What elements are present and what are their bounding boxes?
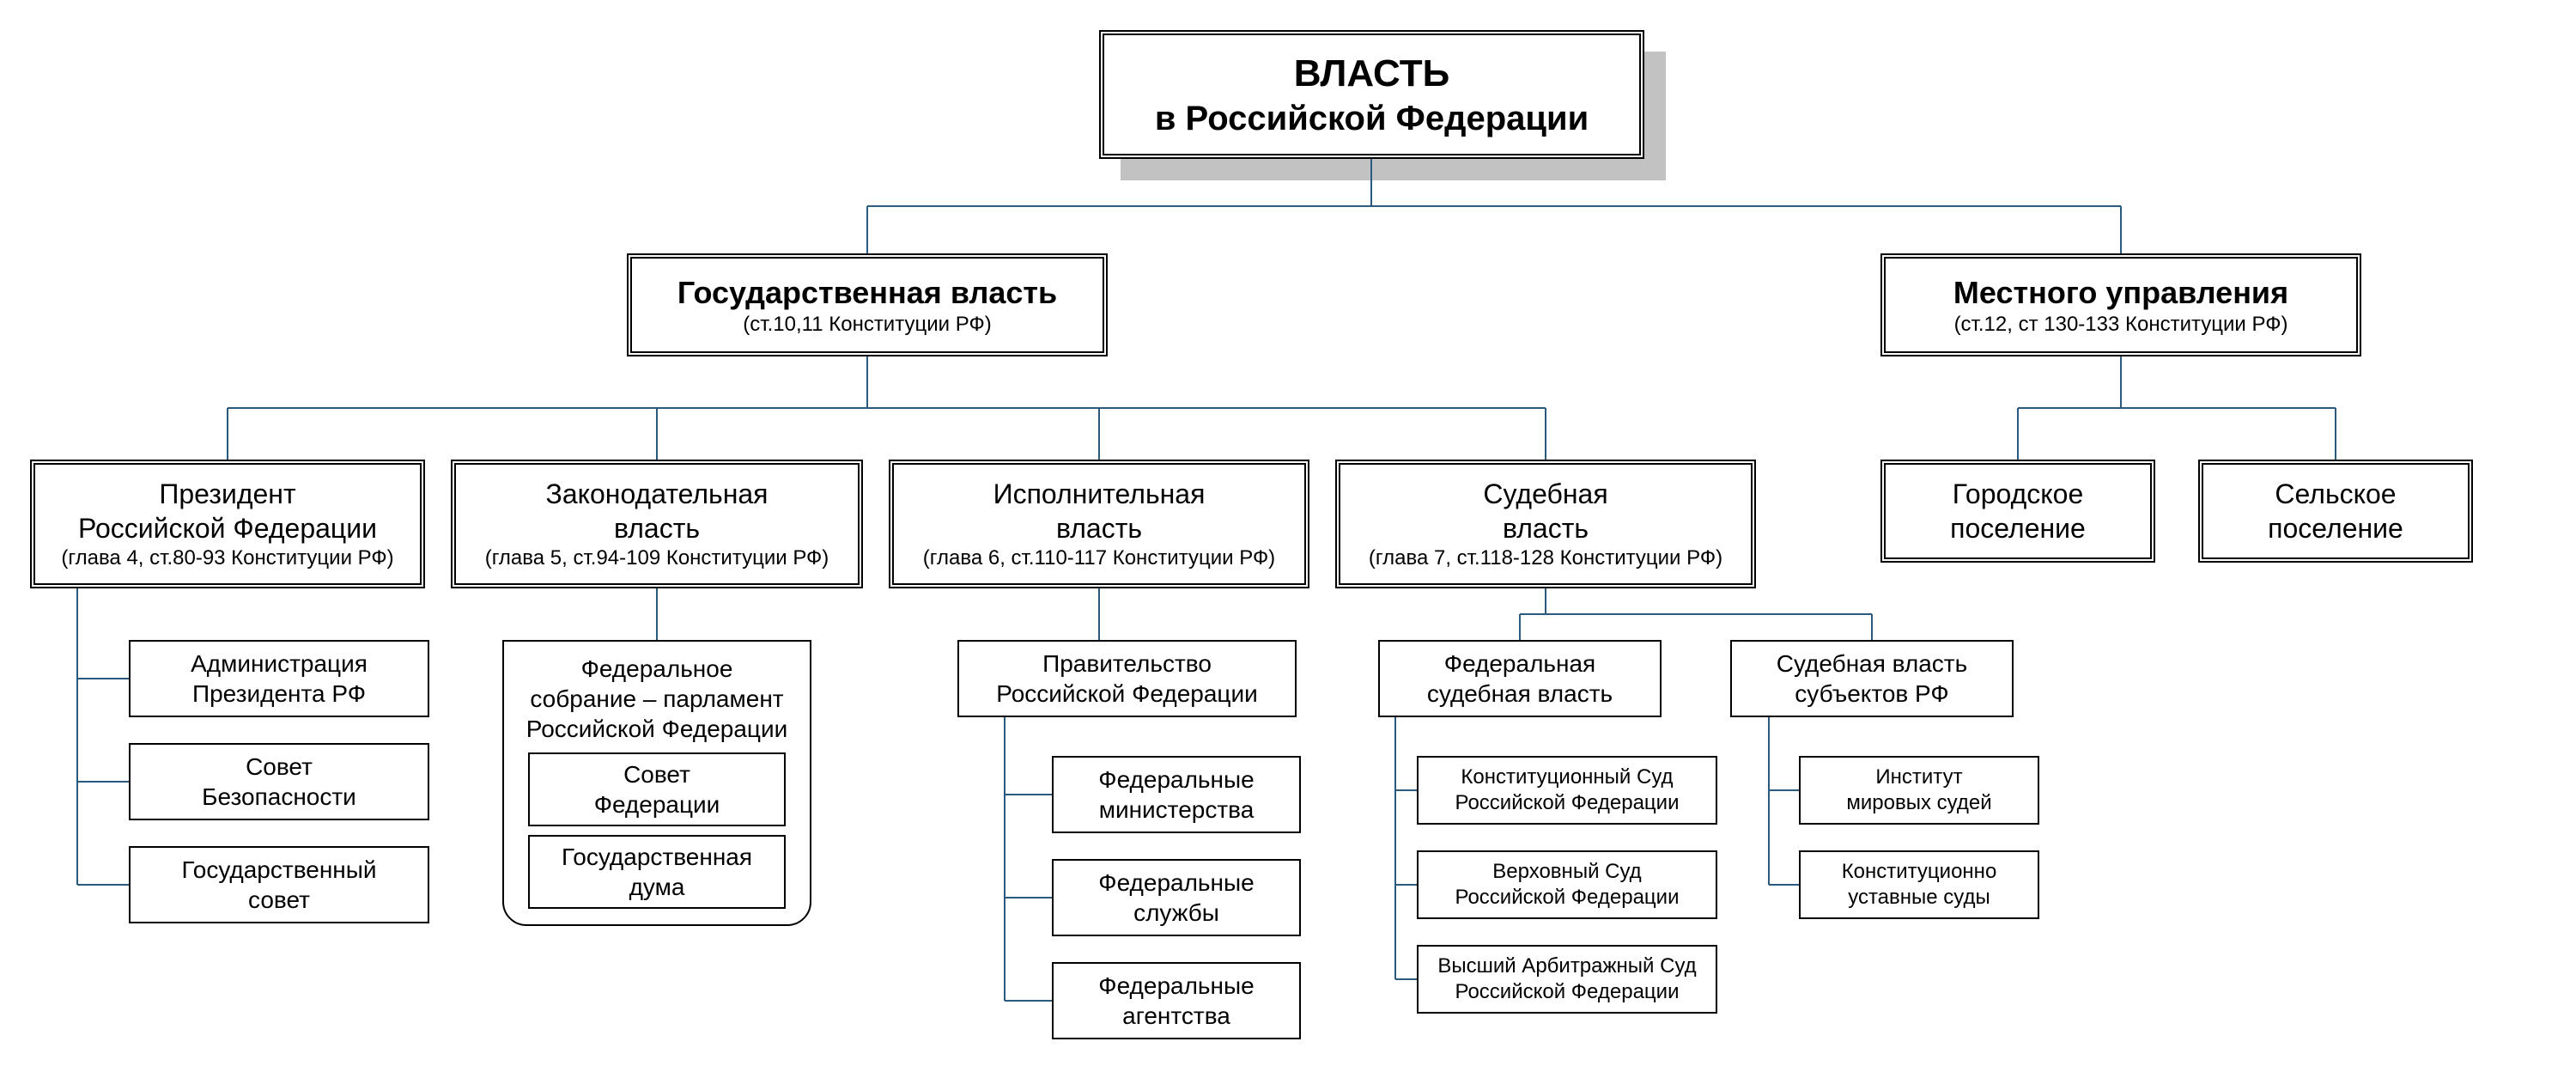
executive-l2: власть [1056, 511, 1142, 545]
parliament-node: Федеральное собрание – парламент Российс… [502, 640, 811, 926]
parliament-title: Федеральное собрание – парламент Российс… [526, 654, 787, 744]
judicial-l1: Судебная [1483, 477, 1607, 511]
fed-court-0: Конституционный Суд Российской Федерации [1417, 756, 1717, 825]
president-child-0-txt: Администрация Президента РФ [191, 649, 368, 709]
fed-court-1-txt: Верховный Суд Российской Федерации [1455, 859, 1680, 911]
judicial-sub: (глава 7, ст.118-128 Конституции РФ) [1369, 545, 1722, 571]
government-txt: Правительство Российской Федерации [996, 649, 1257, 709]
president-child-2: Государственный совет [129, 846, 429, 923]
fed-court-2-txt: Высший Арбитражный Суд Российской Федера… [1437, 953, 1696, 1005]
state-power-node: Государственная власть (ст.10,11 Констит… [627, 253, 1108, 356]
parliament-chamber-1: Государственная дума [528, 835, 786, 909]
legislative-node: Законодательная власть (глава 5, ст.94-1… [451, 460, 863, 588]
root-line2: в Российской Федерации [1155, 97, 1589, 140]
state-power-sub: (ст.10,11 Конституции РФ) [743, 312, 991, 338]
president-child-0: Администрация Президента РФ [129, 640, 429, 717]
exec-child-0: Федеральные министерства [1052, 756, 1301, 833]
reg-court-0: Институт мировых судей [1799, 756, 2039, 825]
judicial-l2: власть [1503, 511, 1589, 545]
local-gov-sub: (ст.12, ст 130-133 Конституции РФ) [1954, 312, 2288, 338]
exec-child-2: Федеральные агентства [1052, 962, 1301, 1039]
local-gov-title: Местного управления [1953, 273, 2288, 312]
president-l2: Российской Федерации [78, 511, 377, 545]
root-node: ВЛАСТЬ в Российской Федерации [1099, 30, 1644, 159]
judicial-federal-node: Федеральная судебная власть [1378, 640, 1662, 717]
reg-court-0-txt: Институт мировых судей [1846, 764, 1991, 816]
government-node: Правительство Российской Федерации [957, 640, 1297, 717]
president-child-1: Совет Безопасности [129, 743, 429, 820]
reg-court-1-txt: Конституционно уставные суды [1842, 859, 1997, 911]
exec-child-1: Федеральные службы [1052, 859, 1301, 936]
exec-child-2-txt: Федеральные агентства [1098, 971, 1254, 1031]
president-child-1-txt: Совет Безопасности [202, 752, 356, 812]
legislative-l1: Законодательная [546, 477, 769, 511]
president-child-2-txt: Государственный совет [181, 855, 376, 915]
president-node: Президент Российской Федерации (глава 4,… [30, 460, 425, 588]
executive-sub: (глава 6, ст.110-117 Конституции РФ) [923, 545, 1275, 571]
rural-node: Сельское поселение [2198, 460, 2473, 563]
legislative-l2: власть [614, 511, 700, 545]
local-gov-node: Местного управления (ст.12, ст 130-133 К… [1880, 253, 2361, 356]
executive-node: Исполнительная власть (глава 6, ст.110-1… [889, 460, 1309, 588]
fed-court-2: Высший Арбитражный Суд Российской Федера… [1417, 945, 1717, 1014]
judicial-regional-node: Судебная власть субъектов РФ [1730, 640, 2014, 717]
urban-node: Городское поселение [1880, 460, 2155, 563]
reg-court-1: Конституционно уставные суды [1799, 850, 2039, 919]
judicial-regional-txt: Судебная власть субъектов РФ [1777, 649, 1967, 709]
judicial-node: Судебная власть (глава 7, ст.118-128 Кон… [1335, 460, 1756, 588]
exec-child-1-txt: Федеральные службы [1098, 868, 1254, 928]
exec-child-0-txt: Федеральные министерства [1098, 764, 1254, 825]
president-l1: Президент [159, 477, 295, 511]
urban-label: Городское поселение [1950, 477, 2086, 545]
president-sub: (глава 4, ст.80-93 Конституции РФ) [61, 545, 393, 571]
parliament-chamber-0: Совет Федерации [528, 752, 786, 826]
legislative-sub: (глава 5, ст.94-109 Конституции РФ) [485, 545, 829, 571]
judicial-federal-txt: Федеральная судебная власть [1427, 649, 1613, 709]
fed-court-1: Верховный Суд Российской Федерации [1417, 850, 1717, 919]
root-line1: ВЛАСТЬ [1294, 50, 1449, 97]
fed-court-0-txt: Конституционный Суд Российской Федерации [1455, 764, 1680, 816]
rural-label: Сельское поселение [2268, 477, 2403, 545]
state-power-title: Государственная власть [677, 273, 1057, 312]
executive-l1: Исполнительная [993, 477, 1206, 511]
